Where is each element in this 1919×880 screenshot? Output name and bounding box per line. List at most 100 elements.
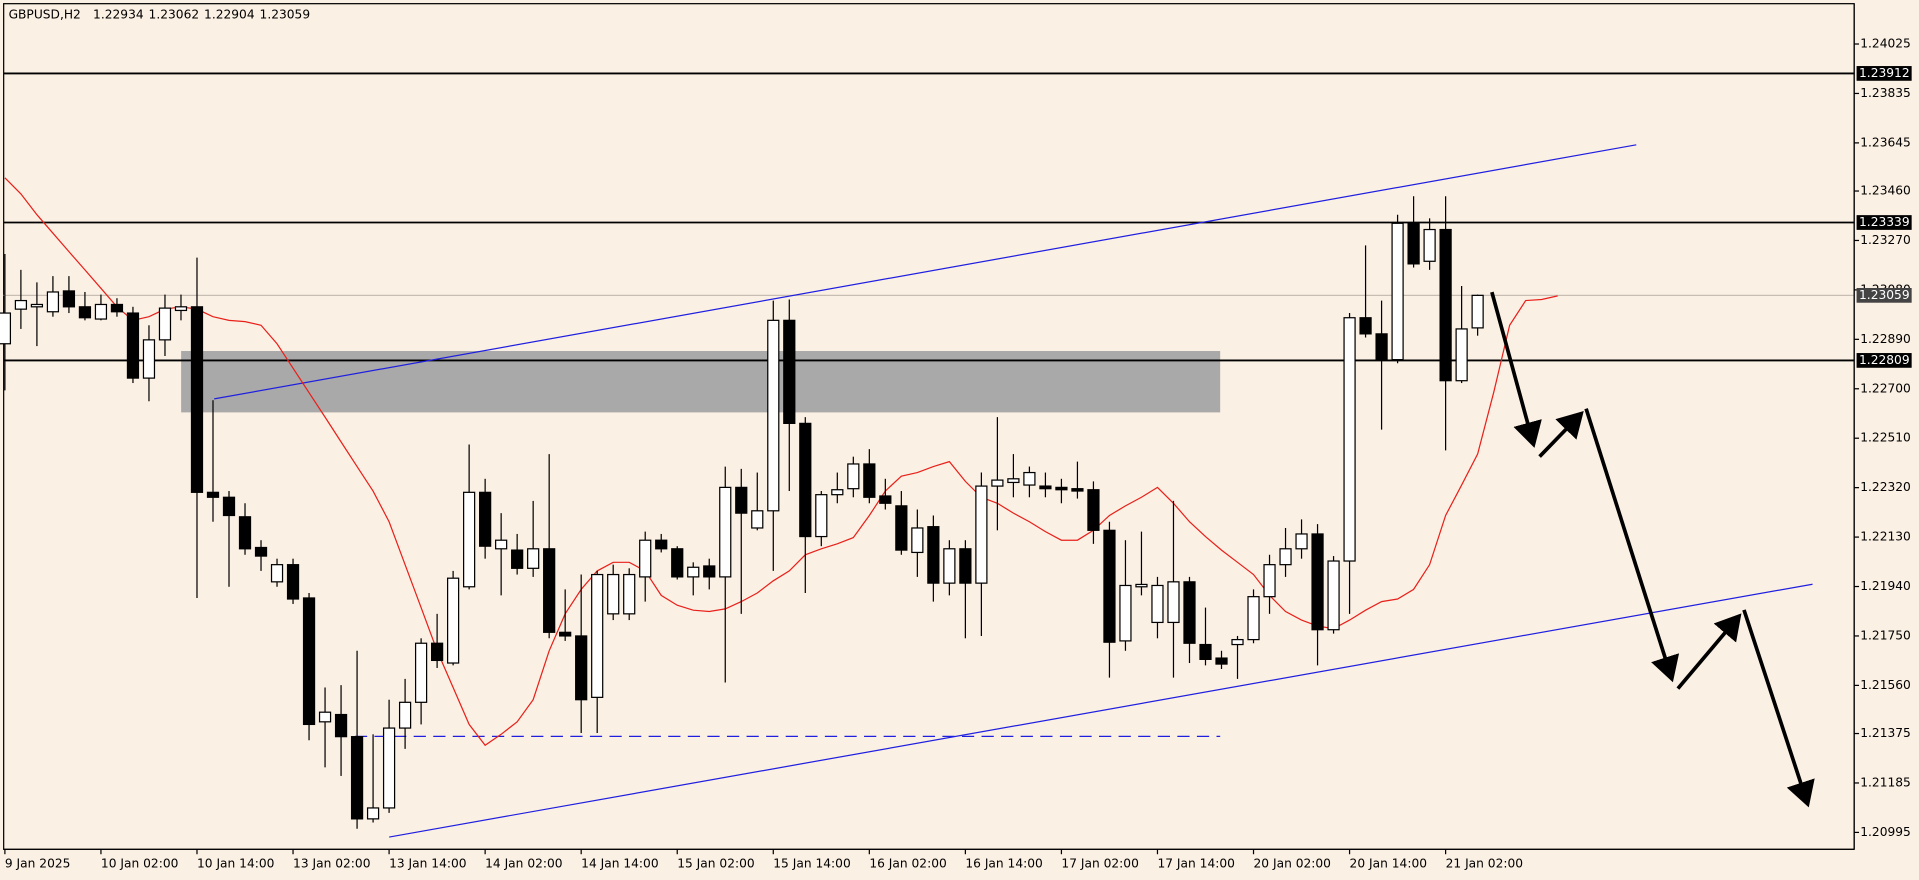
y-tick-label: 1.24025 [1860,37,1911,51]
x-tick-label: 14 Jan 14:00 [581,857,658,871]
candle-body [270,564,284,583]
x-tick-label: 17 Jan 14:00 [1157,857,1234,871]
candle-body [1343,317,1356,562]
level-label-box [1856,215,1912,230]
candle-body [607,573,620,615]
level-label-box [1856,66,1912,81]
y-tick-label: 1.22320 [1860,480,1911,494]
header-close: 1.23059 [260,7,311,21]
x-tick-label: 20 Jan 02:00 [1254,857,1331,871]
candle-body [1439,228,1452,382]
candle-body [911,527,924,554]
candle-body [1183,581,1196,644]
candle-body [1231,638,1244,646]
candle-body [1023,471,1036,486]
candle-body [350,736,364,820]
level-label: 1.23339 [1859,215,1910,229]
x-tick-label: 20 Jan 14:00 [1350,857,1427,871]
arrow [1742,609,1815,808]
arrow [1676,613,1742,690]
candle-body [414,642,428,703]
candle-body [446,577,460,664]
horizontal-levels [3,72,1855,362]
candle-body [1119,584,1132,642]
trendline-lower [389,583,1813,838]
current-price-label: 1.23059 [1859,288,1910,302]
level-label: 1.22809 [1859,353,1910,367]
y-tick-label: 1.21185 [1860,775,1911,789]
candle-body [110,303,124,313]
y-tick-label: 1.22130 [1860,530,1911,544]
candle-body [0,312,12,345]
candle-body [1455,328,1468,382]
x-tick-label: 13 Jan 14:00 [389,857,466,871]
candle-body [366,807,380,820]
arrow [1538,410,1584,458]
x-tick-label: 16 Jan 02:00 [869,857,946,871]
candle-body [30,303,44,308]
candle-body [1087,489,1100,531]
candle-body [1359,317,1372,335]
y-tick-label: 1.21750 [1860,628,1911,642]
candle-body [1311,533,1324,631]
candle-body [591,573,604,698]
candle-body [831,489,844,496]
candle-body [655,539,668,550]
ma-line [4,177,1558,747]
current-price-box [1856,287,1912,303]
candle-body [1215,657,1228,665]
candle-body [286,564,300,600]
candle-body [1391,222,1404,361]
y-tick-label: 1.21560 [1860,678,1911,692]
candle-body [238,516,252,550]
level-label-box [1856,353,1912,368]
candle-body [78,306,92,319]
candle-body [1375,333,1388,361]
x-tick-label: 13 Jan 02:00 [293,857,370,871]
candle-body [1007,478,1020,484]
y-tick-label: 1.23645 [1860,135,1911,149]
candle-body [799,422,812,538]
candle-body [1071,488,1084,492]
candle-body [14,299,28,310]
candle-body [206,491,220,498]
candle-body [991,479,1004,487]
candle-body [719,486,732,578]
x-tick-label: 10 Jan 02:00 [101,857,178,871]
candle-body [927,526,940,584]
candle-body [1151,584,1164,624]
candle-body [783,319,796,424]
header-open: 1.22934 [93,7,144,21]
candle-body [943,548,956,584]
candle-body [751,510,764,529]
candle-body [863,463,876,498]
candle-body [879,495,892,504]
candle-body [687,566,700,578]
arrow [1584,408,1680,683]
candle-body [158,307,172,341]
candle-body [479,491,492,547]
candle-body [1295,533,1308,550]
candle-body [1327,560,1340,631]
candle-body [254,546,268,557]
candle-body [623,573,636,615]
candles [0,196,1484,829]
x-tick-label: 16 Jan 14:00 [965,857,1042,871]
candle-body [318,711,332,723]
candle-body [334,713,348,738]
candle-body [174,306,188,312]
y-tick-label: 1.21375 [1860,726,1911,740]
candle-body [46,291,60,313]
candle-body [1263,564,1276,598]
candle-body [1103,529,1116,643]
candle-body [142,339,156,379]
candle-body [1423,228,1436,262]
x-tick-label: 10 Jan 14:00 [197,857,274,871]
candle-body [1471,294,1484,329]
x-tick-label: 17 Jan 02:00 [1061,857,1138,871]
candle-body [62,290,76,308]
candle-body [767,319,780,512]
y-tick-label: 1.23270 [1860,233,1911,247]
